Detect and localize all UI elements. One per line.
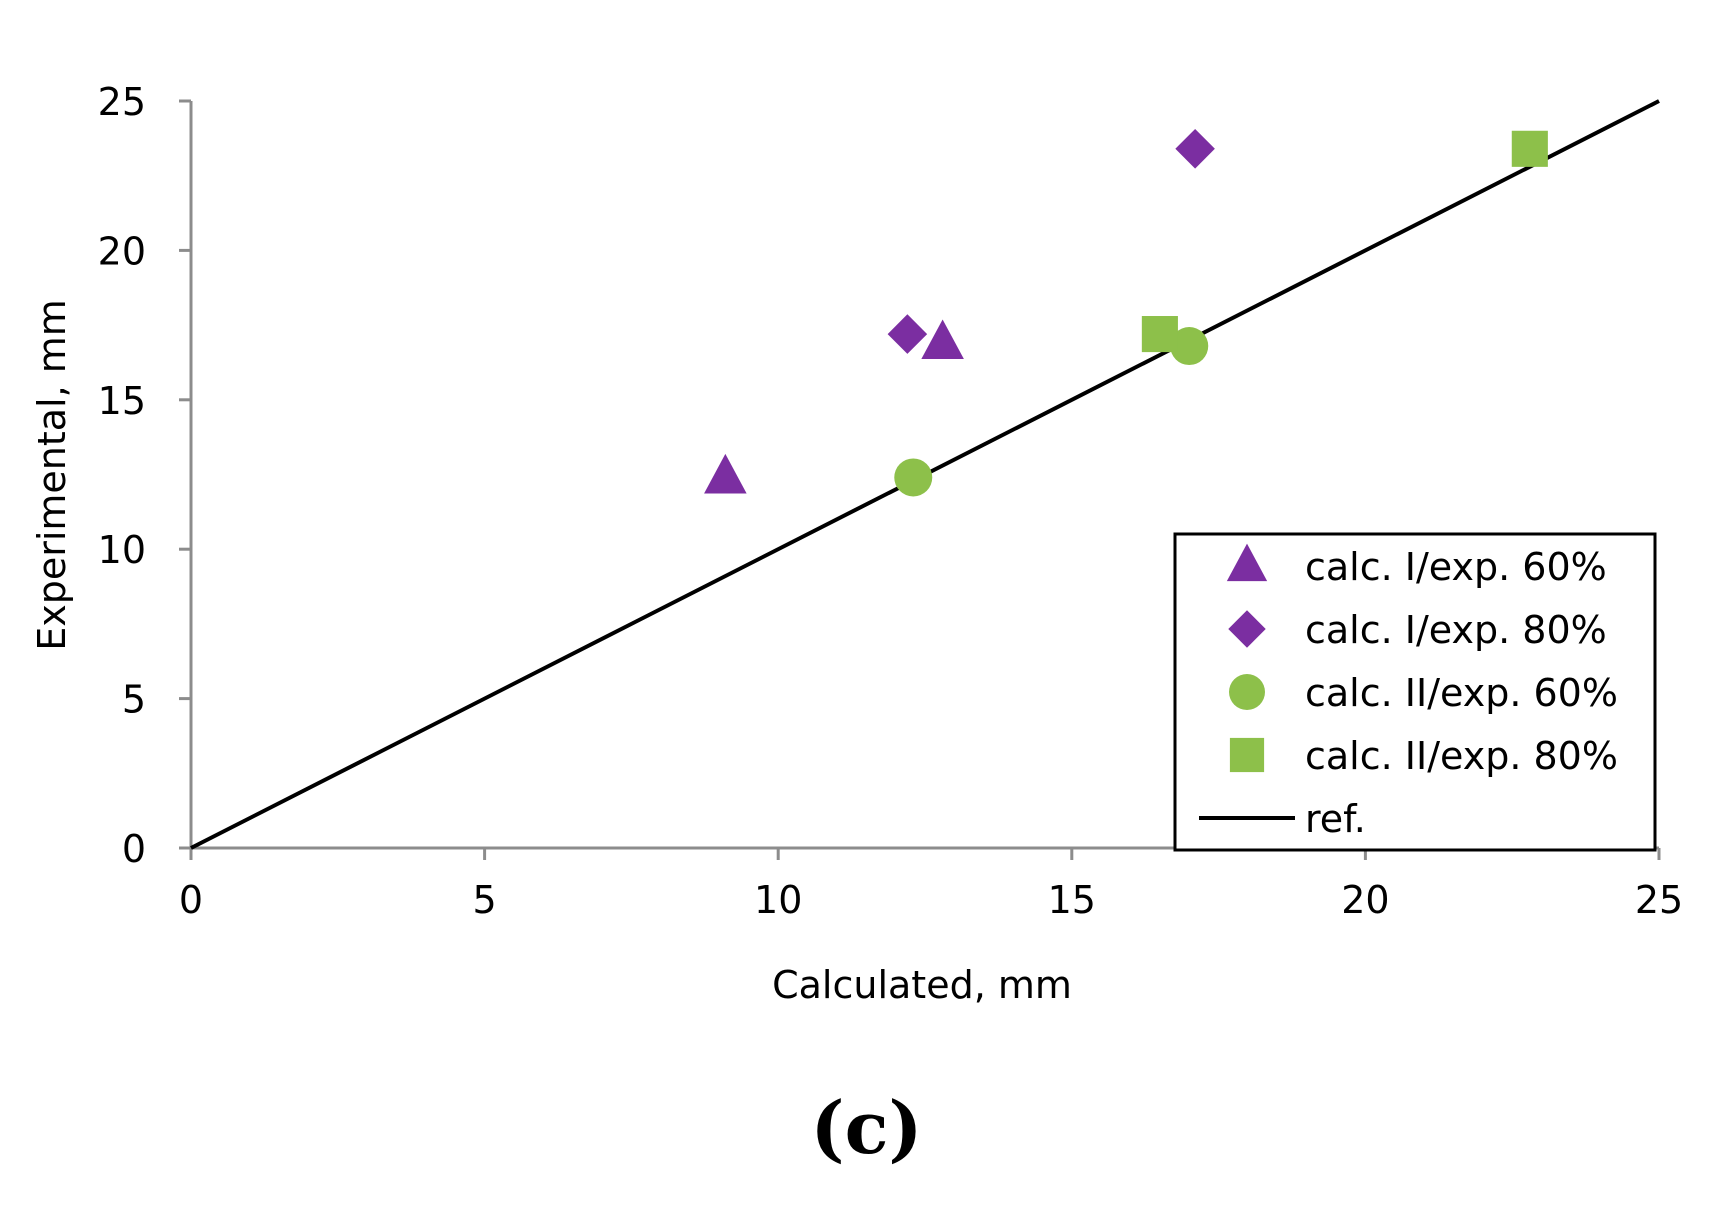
x-tick-label: 25 xyxy=(1635,878,1683,922)
tick-labels: 0 5 10 15 20 25 0 5 10 15 20 25 xyxy=(98,80,1684,922)
legend-label: calc. I/exp. 80% xyxy=(1305,608,1607,652)
y-tick-label: 25 xyxy=(98,80,146,124)
y-tick-label: 5 xyxy=(122,678,146,722)
y-tick-label: 10 xyxy=(98,528,146,572)
x-tick-label: 10 xyxy=(754,878,802,922)
data-point-circle xyxy=(1170,327,1209,366)
legend-symbol-diamond xyxy=(1228,610,1266,648)
legend-label: ref. xyxy=(1305,797,1366,841)
x-tick-label: 15 xyxy=(1048,878,1096,922)
data-point-square xyxy=(1141,316,1178,353)
figure-caption: (c) xyxy=(810,1085,923,1170)
legend-label: calc. II/exp. 60% xyxy=(1305,671,1618,715)
legend: calc. I/exp. 60% calc. I/exp. 80% calc. II… xyxy=(1173,532,1657,852)
x-tick-label: 0 xyxy=(179,878,203,922)
y-tick-label: 0 xyxy=(122,827,146,871)
legend-label: calc. I/exp. 60% xyxy=(1305,545,1607,589)
x-axis-title: Calculated, mm xyxy=(772,963,1072,1007)
x-tick-label: 5 xyxy=(473,878,497,922)
x-tick-label: 20 xyxy=(1341,878,1389,922)
y-axis-title: Experimental, mm xyxy=(30,299,74,651)
legend-label: calc. II/exp. 80% xyxy=(1305,734,1618,778)
data-point-triangle xyxy=(921,319,964,359)
data-point-diamond xyxy=(887,314,928,354)
plot-area xyxy=(190,99,1660,850)
y-tick-label: 15 xyxy=(98,379,146,423)
data-point-square xyxy=(1511,130,1548,167)
data-point-circle xyxy=(894,458,933,497)
legend-symbol-square xyxy=(1229,737,1265,773)
legend-symbol-circle xyxy=(1229,674,1265,710)
legend-symbol-triangle xyxy=(1226,543,1268,582)
data-point-diamond xyxy=(1175,129,1215,169)
y-tick-label: 20 xyxy=(98,229,146,273)
data-point-triangle xyxy=(704,453,747,494)
